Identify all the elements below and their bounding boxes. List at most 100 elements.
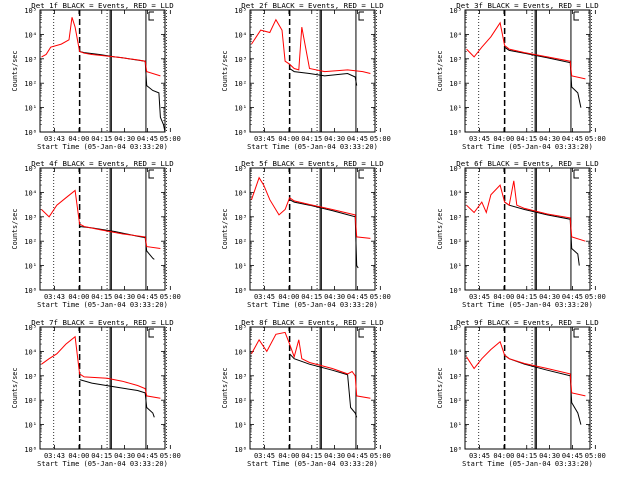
x-tick-label: 05:00	[160, 293, 181, 301]
detector-panel-1: Det 1f BLACK = Events, RED = LLD 10⁰ 10¹ 10…	[11, 1, 181, 151]
x-tick-label: 04:00	[278, 135, 299, 143]
y-tick-label: 10⁴	[24, 31, 37, 39]
y-axis-label: Counts/sec	[11, 209, 19, 250]
panel-title: Det 3f BLACK = Events, RED = LLD	[456, 1, 598, 10]
y-tick-label: 10²	[24, 80, 37, 88]
y-tick-label: 10²	[234, 397, 247, 405]
y-tick-label: 10⁴	[449, 189, 462, 197]
x-axis-label: Start Time (05-Jan-04 03:33:20)	[247, 143, 378, 151]
x-tick-label: 05:00	[370, 135, 391, 143]
x-tick-label: 05:00	[585, 293, 606, 301]
lld-series-line	[466, 180, 586, 242]
lld-series-line	[466, 340, 586, 397]
detector-panel-3: Det 3f BLACK = Events, RED = LLD 10⁰ 10¹ 10…	[436, 1, 606, 151]
x-tick-label: 04:15	[91, 452, 112, 460]
y-tick-label: 10³	[449, 214, 462, 222]
events-series-line	[79, 51, 166, 133]
x-tick-label: 04:00	[68, 293, 89, 301]
x-tick-label: 04:00	[493, 293, 514, 301]
y-tick-label: 10⁵	[234, 7, 247, 15]
y-tick-label: 10²	[234, 80, 247, 88]
x-tick-label: 04:00	[278, 293, 299, 301]
y-tick-label: 10¹	[24, 263, 37, 271]
x-tick-label: 04:15	[301, 293, 322, 301]
y-tick-label: 10³	[234, 373, 247, 381]
x-tick-label: 04:45	[347, 293, 368, 301]
y-axis-label: Counts/sec	[436, 209, 444, 250]
y-tick-label: 10¹	[24, 422, 37, 430]
events-series-line	[289, 199, 359, 269]
x-tick-label: 04:00	[493, 135, 514, 143]
events-series-line	[504, 354, 582, 425]
y-tick-label: 10³	[449, 56, 462, 64]
plot-frame	[249, 9, 376, 133]
y-tick-label: 10⁴	[449, 348, 462, 356]
y-tick-label: 10¹	[234, 422, 247, 430]
interval-bracket	[573, 170, 579, 179]
interval-bracket	[148, 329, 154, 338]
y-tick-label: 10⁰	[234, 446, 247, 454]
lld-series-line	[41, 17, 161, 77]
events-series-line	[79, 379, 155, 418]
panel-title: Det 1f BLACK = Events, RED = LLD	[31, 1, 173, 10]
x-axis-label: Start Time (05-Jan-04 03:33:20)	[462, 460, 593, 468]
y-axis-label: Counts/sec	[436, 368, 444, 409]
x-axis-label: Start Time (05-Jan-04 03:33:20)	[462, 143, 593, 151]
x-tick-label: 04:30	[324, 293, 345, 301]
y-tick-label: 10³	[24, 373, 37, 381]
interval-bracket	[148, 170, 154, 179]
panel-title: Det 2f BLACK = Events, RED = LLD	[241, 1, 383, 10]
y-tick-label: 10⁰	[24, 129, 37, 137]
x-tick-label: 04:15	[301, 135, 322, 143]
interval-bracket	[358, 170, 364, 179]
x-tick-label: 04:30	[324, 135, 345, 143]
x-tick-label: 03:45	[469, 293, 490, 301]
x-tick-label: 05:00	[160, 452, 181, 460]
x-tick-label: 04:15	[91, 293, 112, 301]
events-series-line	[504, 46, 582, 108]
detector-panel-8: Det 8f BLACK = Events, RED = LLD 10⁰ 10¹ 10…	[221, 318, 391, 468]
x-tick-label: 03:45	[469, 452, 490, 460]
y-tick-label: 10⁵	[449, 7, 462, 15]
x-tick-label: 03:43	[44, 135, 65, 143]
y-tick-label: 10⁵	[234, 324, 247, 332]
y-tick-label: 10⁴	[234, 189, 247, 197]
detector-panel-9: Det 9f BLACK = Events, RED = LLD 10⁰ 10¹ 10…	[436, 318, 606, 468]
panel-title: Det 5f BLACK = Events, RED = LLD	[241, 159, 383, 168]
y-tick-label: 10¹	[449, 422, 462, 430]
x-tick-label: 05:00	[370, 293, 391, 301]
y-axis-label: Counts/sec	[221, 51, 229, 92]
interval-bracket	[573, 12, 579, 21]
detector-panel-6: Det 6f BLACK = Events, RED = LLD 10⁰ 10¹ 10…	[436, 159, 606, 309]
y-tick-label: 10⁴	[234, 31, 247, 39]
plot-frame	[39, 167, 166, 291]
interval-bracket	[573, 329, 579, 338]
x-tick-label: 03:43	[44, 293, 65, 301]
x-axis-label: Start Time (05-Jan-04 03:33:20)	[37, 143, 168, 151]
x-tick-label: 03:43	[44, 452, 65, 460]
x-tick-label: 04:30	[324, 452, 345, 460]
x-tick-label: 04:00	[278, 452, 299, 460]
x-tick-label: 03:45	[254, 135, 275, 143]
lld-series-line	[41, 189, 161, 249]
y-axis-label: Counts/sec	[11, 51, 19, 92]
x-axis-label: Start Time (05-Jan-04 03:33:20)	[37, 301, 168, 309]
detector-panel-7: Det 7f BLACK = Events, RED = LLD 10⁰ 10¹ 10…	[11, 318, 181, 468]
x-tick-label: 04:00	[68, 452, 89, 460]
interval-bracket	[358, 12, 364, 21]
plot-frame	[39, 326, 166, 450]
y-tick-label: 10¹	[449, 105, 462, 113]
y-tick-label: 10⁵	[449, 165, 462, 173]
y-tick-label: 10¹	[449, 263, 462, 271]
y-tick-label: 10²	[449, 80, 462, 88]
y-tick-label: 10¹	[234, 263, 247, 271]
x-tick-label: 04:30	[539, 293, 560, 301]
lld-series-line	[251, 176, 371, 239]
x-tick-label: 05:00	[160, 135, 181, 143]
lld-series-line	[251, 18, 371, 74]
y-tick-label: 10²	[24, 397, 37, 405]
x-tick-label: 04:45	[347, 452, 368, 460]
panel-title: Det 7f BLACK = Events, RED = LLD	[31, 318, 173, 327]
plot-frame	[464, 167, 591, 291]
